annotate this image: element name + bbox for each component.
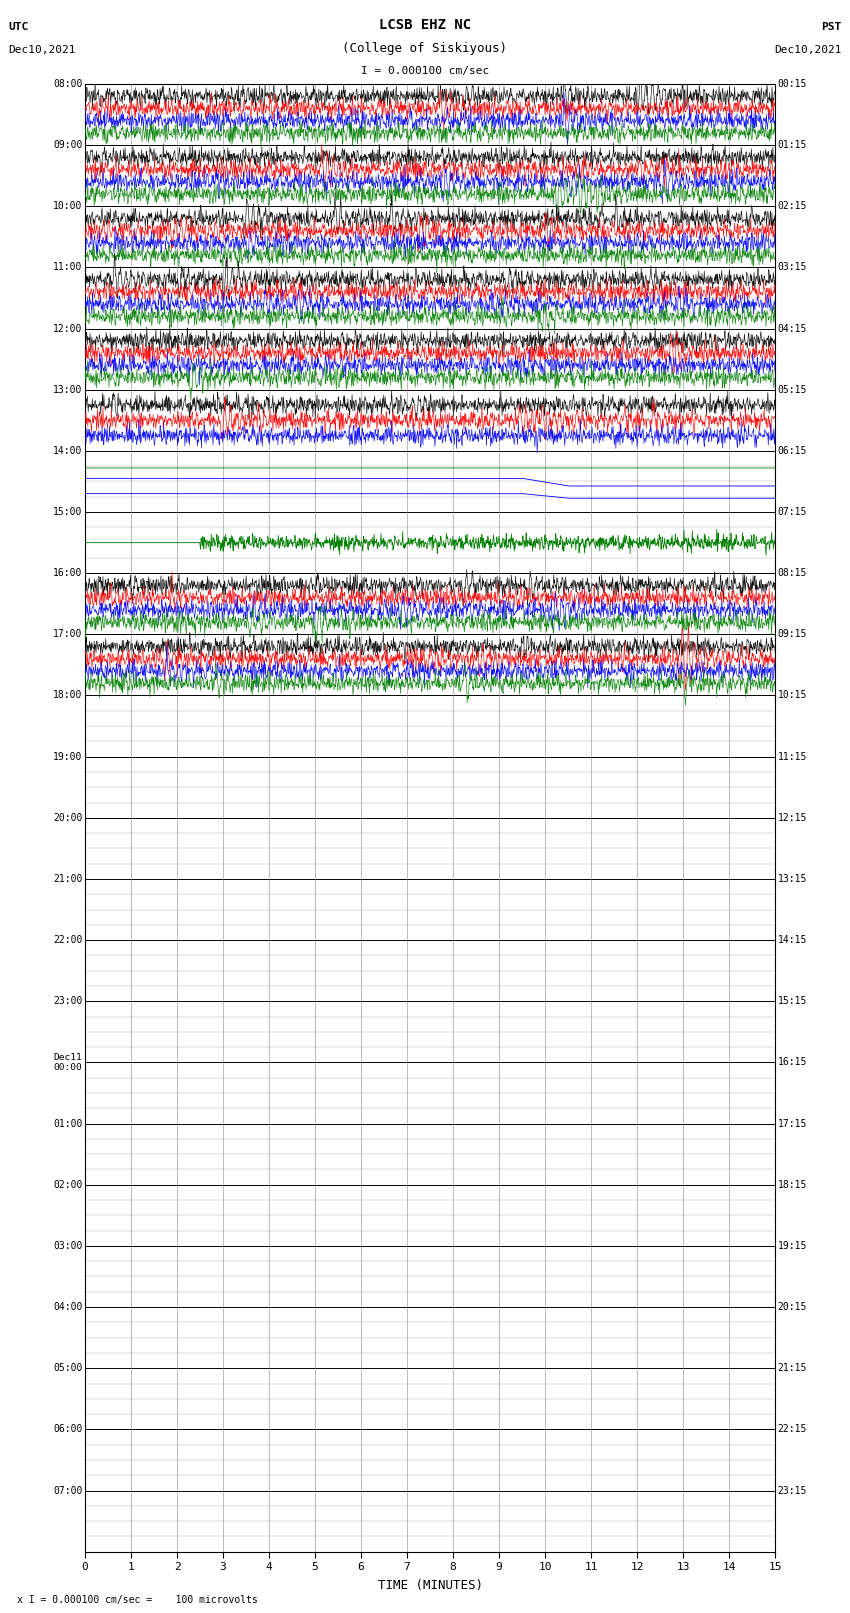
Text: 13:15: 13:15 <box>778 874 807 884</box>
Text: 12:15: 12:15 <box>778 813 807 823</box>
Text: 16:00: 16:00 <box>53 568 82 577</box>
Text: Dec11: Dec11 <box>54 1053 82 1061</box>
Text: 22:15: 22:15 <box>778 1424 807 1434</box>
Text: 19:00: 19:00 <box>53 752 82 761</box>
Text: 00:15: 00:15 <box>778 79 807 89</box>
Text: 17:15: 17:15 <box>778 1118 807 1129</box>
Text: Dec10,2021: Dec10,2021 <box>8 45 76 55</box>
Text: 00:00: 00:00 <box>54 1063 82 1071</box>
Text: (College of Siskiyous): (College of Siskiyous) <box>343 42 507 55</box>
Text: 02:00: 02:00 <box>53 1179 82 1190</box>
Text: 23:00: 23:00 <box>53 997 82 1007</box>
Text: 14:15: 14:15 <box>778 936 807 945</box>
Text: 09:15: 09:15 <box>778 629 807 639</box>
Text: 21:00: 21:00 <box>53 874 82 884</box>
Text: 03:15: 03:15 <box>778 263 807 273</box>
Text: 11:15: 11:15 <box>778 752 807 761</box>
Text: 07:15: 07:15 <box>778 506 807 518</box>
Text: 20:15: 20:15 <box>778 1302 807 1311</box>
Text: 06:00: 06:00 <box>53 1424 82 1434</box>
Text: 18:15: 18:15 <box>778 1179 807 1190</box>
Text: 17:00: 17:00 <box>53 629 82 639</box>
Text: 16:15: 16:15 <box>778 1058 807 1068</box>
Text: 20:00: 20:00 <box>53 813 82 823</box>
Text: LCSB EHZ NC: LCSB EHZ NC <box>379 18 471 32</box>
Text: 02:15: 02:15 <box>778 202 807 211</box>
X-axis label: TIME (MINUTES): TIME (MINUTES) <box>377 1579 483 1592</box>
Text: 05:00: 05:00 <box>53 1363 82 1373</box>
Text: 15:15: 15:15 <box>778 997 807 1007</box>
Text: 11:00: 11:00 <box>53 263 82 273</box>
Text: 10:15: 10:15 <box>778 690 807 700</box>
Text: x I = 0.000100 cm/sec =    100 microvolts: x I = 0.000100 cm/sec = 100 microvolts <box>17 1595 258 1605</box>
Text: 04:15: 04:15 <box>778 324 807 334</box>
Text: 06:15: 06:15 <box>778 445 807 456</box>
Text: PST: PST <box>821 23 842 32</box>
Text: 22:00: 22:00 <box>53 936 82 945</box>
Text: 19:15: 19:15 <box>778 1240 807 1252</box>
Text: 08:00: 08:00 <box>53 79 82 89</box>
Text: 10:00: 10:00 <box>53 202 82 211</box>
Text: UTC: UTC <box>8 23 29 32</box>
Text: 13:00: 13:00 <box>53 384 82 395</box>
Text: 01:00: 01:00 <box>53 1118 82 1129</box>
Text: 08:15: 08:15 <box>778 568 807 577</box>
Text: I = 0.000100 cm/sec: I = 0.000100 cm/sec <box>361 66 489 76</box>
Text: 15:00: 15:00 <box>53 506 82 518</box>
Text: 04:00: 04:00 <box>53 1302 82 1311</box>
Text: 07:00: 07:00 <box>53 1486 82 1495</box>
Text: Dec10,2021: Dec10,2021 <box>774 45 842 55</box>
Text: 18:00: 18:00 <box>53 690 82 700</box>
Text: 21:15: 21:15 <box>778 1363 807 1373</box>
Text: 14:00: 14:00 <box>53 445 82 456</box>
Text: 01:15: 01:15 <box>778 140 807 150</box>
Text: 12:00: 12:00 <box>53 324 82 334</box>
Text: 09:00: 09:00 <box>53 140 82 150</box>
Text: 23:15: 23:15 <box>778 1486 807 1495</box>
Text: 05:15: 05:15 <box>778 384 807 395</box>
Text: 03:00: 03:00 <box>53 1240 82 1252</box>
